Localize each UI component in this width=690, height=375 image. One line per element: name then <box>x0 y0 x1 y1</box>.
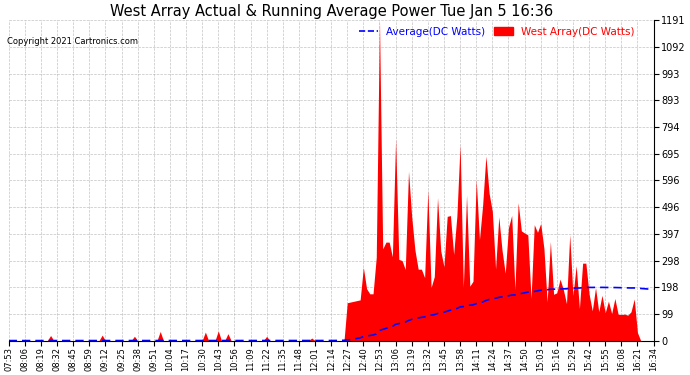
Title: West Array Actual & Running Average Power Tue Jan 5 16:36: West Array Actual & Running Average Powe… <box>110 4 553 19</box>
Legend: Average(DC Watts), West Array(DC Watts): Average(DC Watts), West Array(DC Watts) <box>355 22 638 41</box>
Text: Copyright 2021 Cartronics.com: Copyright 2021 Cartronics.com <box>7 38 138 46</box>
